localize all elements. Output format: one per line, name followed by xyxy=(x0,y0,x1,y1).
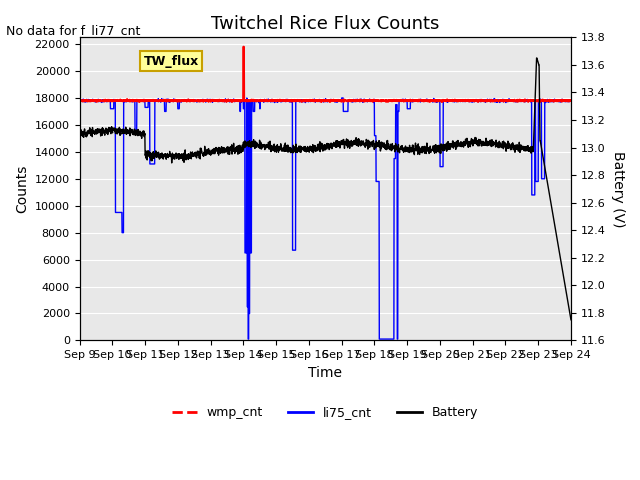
Text: TW_flux: TW_flux xyxy=(143,55,198,68)
Y-axis label: Counts: Counts xyxy=(15,165,29,213)
X-axis label: Time: Time xyxy=(308,366,342,380)
Legend: wmp_cnt, li75_cnt, Battery: wmp_cnt, li75_cnt, Battery xyxy=(167,401,484,424)
Title: Twitchel Rice Flux Counts: Twitchel Rice Flux Counts xyxy=(211,15,440,33)
Text: No data for f_li77_cnt: No data for f_li77_cnt xyxy=(6,24,141,37)
Y-axis label: Battery (V): Battery (V) xyxy=(611,151,625,227)
